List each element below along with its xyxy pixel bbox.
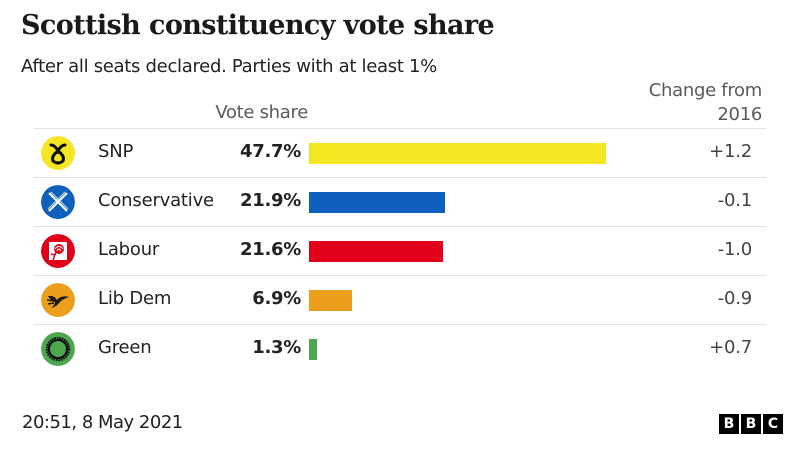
vote-share-bar <box>309 241 443 262</box>
bbc-logo-letter: C <box>763 414 783 434</box>
bbc-logo-letter: B <box>719 414 739 434</box>
change-value: +0.7 <box>709 337 752 358</box>
vote-share-bar <box>309 192 445 213</box>
change-value: -0.1 <box>717 190 753 211</box>
change-value: +1.2 <box>709 141 752 162</box>
vote-share-value: 6.9% <box>252 288 301 309</box>
chart-title: Scottish constituency vote share <box>21 10 495 41</box>
vote-share-bar <box>309 143 606 164</box>
labour-rose-icon <box>41 234 75 268</box>
party-row-green: Green 1.3% +0.7 <box>34 324 766 373</box>
vote-share-value: 1.3% <box>252 337 301 358</box>
column-header-change: Change from 2016 <box>640 79 763 127</box>
column-header-vote-share: Vote share <box>215 102 308 123</box>
party-name: Conservative <box>98 190 214 211</box>
timestamp: 20:51, 8 May 2021 <box>22 412 183 433</box>
change-value: -0.9 <box>717 288 753 309</box>
party-name: SNP <box>98 141 134 162</box>
bbc-logo-letter: B <box>741 414 761 434</box>
column-header-change-line2: 2016 <box>717 104 762 125</box>
column-header-change-line1: Change from <box>648 80 763 101</box>
vote-share-value: 47.7% <box>240 141 301 162</box>
libdem-bird-icon <box>41 283 75 317</box>
party-row-conservative: Conservative 21.9% -0.1 <box>34 177 766 226</box>
green-logo-icon <box>41 332 75 366</box>
party-name: Labour <box>98 239 160 260</box>
party-name: Green <box>98 337 152 358</box>
vote-share-bar <box>309 339 317 360</box>
vote-share-value: 21.9% <box>240 190 301 211</box>
vote-share-bar <box>309 290 352 311</box>
chart-subtitle: After all seats declared. Parties with a… <box>21 56 437 77</box>
change-value: -1.0 <box>717 239 753 260</box>
party-row-libdem: Lib Dem 6.9% -0.9 <box>34 275 766 324</box>
party-name: Lib Dem <box>98 288 172 309</box>
vote-share-value: 21.6% <box>240 239 301 260</box>
conservative-logo-icon <box>41 185 75 219</box>
bbc-logo-icon: B B C <box>719 414 783 434</box>
party-rows: SNP 47.7% +1.2 Conservative 21.9% -0.1 L… <box>34 128 766 373</box>
snp-logo-icon <box>41 136 75 170</box>
party-row-labour: Labour 21.6% -1.0 <box>34 226 766 275</box>
party-row-snp: SNP 47.7% +1.2 <box>34 128 766 177</box>
